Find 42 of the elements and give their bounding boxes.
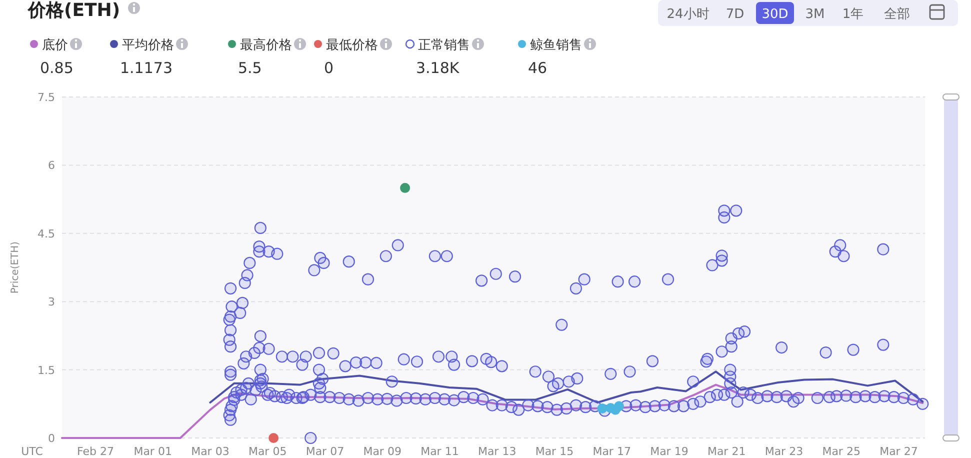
text: 3.18K (416, 59, 460, 77)
text: 0 (324, 59, 334, 77)
text: 3M (805, 7, 825, 22)
legend-label: 平均价格 (122, 38, 174, 53)
y-tick-label: 4.5 (38, 227, 55, 240)
text: 1.1173 (120, 59, 172, 77)
text: 46 (528, 59, 548, 77)
x-tick-label: Mar 09 (363, 445, 402, 458)
x-tick-label: Mar 07 (306, 445, 344, 458)
x-tick-label: Mar 21 (707, 445, 746, 458)
x-tick-label: Mar 17 (592, 445, 631, 458)
x-tick-label: Mar 01 (134, 445, 172, 458)
x-tick-label: Mar 05 (248, 445, 287, 458)
x-tick-label: Mar 23 (764, 445, 804, 458)
legend-label: 鲸鱼销售 (530, 38, 582, 53)
text: 全部 (884, 7, 910, 22)
x-tick-label: Mar 15 (535, 445, 574, 458)
y-tick-label: 3 (48, 296, 55, 309)
text: 5.5 (238, 59, 262, 77)
y-axis-title: Price(ETH) (10, 241, 21, 294)
text: 0.85 (40, 59, 74, 77)
legend-label: 正常销售 (418, 38, 470, 53)
x-tick-label: Mar 19 (650, 445, 688, 458)
x-tick-label: Mar 03 (191, 445, 230, 458)
legend-label: 底价 (42, 38, 68, 53)
y-tick-label: 1.5 (38, 364, 55, 377)
x-tick-label: Feb 27 (76, 445, 114, 458)
legend-label: 最高价格 (240, 37, 292, 53)
text: 7D (726, 7, 744, 22)
x-tick-label: Mar 27 (880, 445, 918, 458)
y-tick-label: 0 (48, 432, 55, 445)
x-tick-label: Mar 25 (822, 445, 860, 458)
text: 1年 (842, 7, 864, 22)
legend-label: 最低价格 (326, 38, 378, 53)
x-axis-title: UTC (21, 445, 44, 458)
text: 30D (762, 7, 788, 22)
text: 24小时 (666, 7, 710, 22)
y-tick-label: 7.5 (38, 91, 55, 104)
x-tick-label: Mar 11 (420, 445, 459, 458)
y-tick-label: 6 (48, 159, 55, 172)
chart-title: 价格(ETH) (27, 0, 120, 21)
x-tick-label: Mar 13 (478, 445, 516, 458)
